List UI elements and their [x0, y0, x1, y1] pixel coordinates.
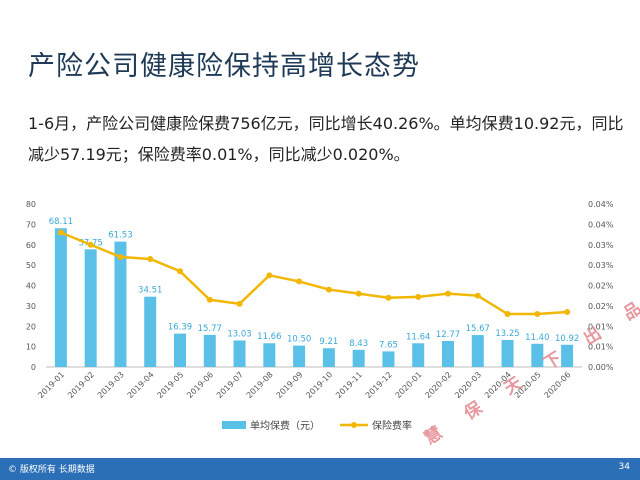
line-point	[57, 229, 64, 236]
bar	[174, 333, 186, 367]
bar-data-label: 10.92	[555, 334, 579, 344]
y2-tick-label: 0.01%	[588, 343, 614, 352]
line-point	[415, 293, 422, 300]
legend-bar-swatch	[222, 421, 246, 429]
x-tick-label: 2019-10	[304, 370, 334, 400]
bar	[561, 344, 574, 367]
y2-tick-label: 0.04%	[588, 200, 614, 209]
bar	[233, 340, 246, 367]
y-tick-label: 60	[26, 241, 36, 250]
line-point	[564, 308, 571, 315]
y2-tick-label: 0.01%	[588, 322, 614, 331]
line-point	[534, 311, 541, 318]
bar	[352, 349, 365, 367]
bar-data-label: 11.40	[525, 333, 549, 343]
x-tick-label: 2020-01	[394, 370, 424, 400]
line-point	[504, 311, 511, 318]
y-tick-label: 70	[26, 220, 36, 229]
y2-tick-label: 0.02%	[588, 282, 614, 291]
y-tick-label: 10	[26, 343, 36, 352]
bar	[442, 340, 454, 367]
x-tick-label: 2019-02	[66, 370, 96, 400]
y-tick-label: 0	[31, 363, 36, 372]
line-series	[60, 231, 568, 316]
x-tick-label: 2019-04	[126, 370, 156, 400]
line-point	[117, 253, 124, 260]
x-tick-label: 2020-02	[423, 370, 453, 400]
line-point	[266, 272, 273, 279]
bar	[322, 348, 335, 367]
bar	[501, 340, 514, 367]
x-tick-label: 2019-12	[364, 370, 394, 400]
bar	[531, 343, 544, 367]
chart: 0 10 20 30 40 50 60 70 80 0.00% 0.01% 0.01% 0.02% 0.0…	[26, 200, 614, 432]
bar	[203, 334, 216, 367]
bar-data-label: 61.53	[108, 231, 132, 241]
y2-tick-label: 0.02%	[588, 302, 614, 311]
y-tick-label: 20	[26, 322, 36, 331]
line-point	[296, 278, 303, 285]
bar-data-label: 9.21	[319, 337, 338, 347]
bar	[114, 241, 127, 367]
bar	[263, 343, 276, 367]
y-tick-label: 80	[26, 200, 36, 209]
line-point	[325, 286, 332, 293]
bar-data-label: 12.77	[436, 330, 460, 340]
footer-bar: © 版权所有 长期数据 34	[0, 458, 640, 480]
bar-data-label: 11.66	[257, 332, 281, 342]
x-tick-label: 2019-05	[155, 370, 185, 400]
summary-text: 1-6月，产险公司健康险保费756亿元，同比增长40.26%。单均保费10.92…	[28, 114, 624, 164]
y2-tick-label: 0.03%	[588, 261, 614, 270]
copyright-text: © 版权所有 长期数据	[8, 465, 95, 475]
y-tick-label: 50	[26, 261, 36, 270]
bar	[382, 351, 395, 367]
line-point	[147, 256, 154, 263]
bar-data-label: 16.39	[168, 323, 192, 333]
legend-line-marker	[351, 422, 357, 428]
line-point	[474, 292, 481, 299]
x-tick-label: 2019-03	[96, 370, 126, 400]
bar-data-label: 13.03	[227, 329, 251, 339]
bar	[54, 228, 67, 367]
line-point	[355, 290, 362, 297]
y-tick-label: 40	[26, 282, 36, 291]
bar-data-label: 68.11	[49, 217, 73, 227]
y2-tick-label: 0.03%	[588, 241, 614, 250]
line-point	[385, 294, 392, 301]
x-tick-label: 2019-11	[334, 370, 364, 400]
x-tick-label: 2019-07	[215, 370, 245, 400]
bar	[144, 296, 157, 367]
bar-data-label: 15.67	[466, 324, 490, 334]
bar-data-label: 11.64	[406, 332, 430, 342]
x-tick-label: 2019-01	[36, 370, 66, 400]
line-point	[445, 290, 451, 297]
bar-data-label: 8.43	[349, 339, 368, 349]
x-tick-label: 2019-08	[245, 370, 275, 400]
bar-data-label: 34.51	[138, 286, 162, 296]
legend-bar-label: 单均保费（元）	[250, 419, 320, 432]
bar	[293, 345, 306, 367]
y2-tick-label: 0.00%	[588, 363, 614, 372]
legend-line-label: 保险费率	[372, 419, 412, 432]
bar	[412, 343, 425, 367]
line-point	[236, 300, 243, 307]
page-title: 产险公司健康险保持高增长态势	[28, 51, 420, 82]
line-point	[177, 268, 183, 275]
bar-data-label: 7.65	[379, 340, 398, 350]
x-tick-label: 2019-09	[275, 370, 305, 400]
page-number: 34	[618, 462, 630, 472]
line-point	[206, 296, 213, 303]
bar	[84, 249, 97, 367]
bar	[471, 335, 484, 367]
y-tick-label: 30	[26, 302, 36, 311]
bar-data-label: 13.25	[495, 329, 519, 339]
line-point	[87, 241, 94, 248]
y2-tick-label: 0.04%	[588, 220, 614, 229]
bar-data-label: 10.50	[287, 335, 311, 345]
x-tick-label: 2019-06	[185, 370, 215, 400]
bar-data-label: 15.77	[198, 324, 222, 334]
